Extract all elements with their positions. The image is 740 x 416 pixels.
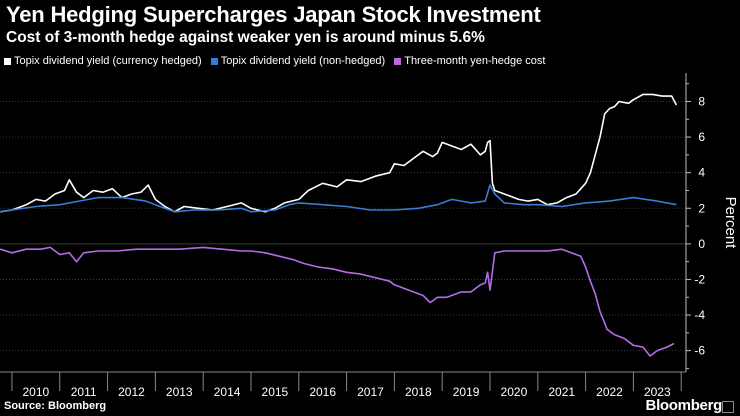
- series-cost-line: [0, 246, 675, 357]
- y-tick-label: -6: [694, 344, 705, 358]
- legend-label-hedged: Topix dividend yield (currency hedged): [14, 55, 202, 67]
- legend-swatch-hedged: [4, 57, 11, 65]
- chart-title: Yen Hedging Supercharges Japan Stock Inv…: [6, 2, 541, 27]
- x-tick-label: 2016: [309, 385, 336, 399]
- corner-box-icon: [722, 401, 734, 413]
- y-tick-label: 8: [698, 94, 705, 108]
- y-tick-label: 2: [698, 201, 705, 215]
- x-tick-label: 2015: [262, 385, 289, 399]
- legend-item-cost: Three-month yen-hedge cost: [394, 55, 545, 67]
- x-tick-label: 2012: [118, 385, 145, 399]
- x-tick-label: 2021: [548, 385, 575, 399]
- x-tick-label: 2020: [501, 385, 528, 399]
- x-tick-label: 2023: [644, 385, 671, 399]
- legend-item-hedged: Topix dividend yield (currency hedged): [4, 55, 202, 67]
- x-tick-label: 2011: [71, 385, 97, 399]
- legend-swatch-nonhedged: [210, 57, 218, 65]
- y-tick-label: 6: [698, 130, 705, 144]
- x-tick-label: 2022: [596, 385, 623, 399]
- legend-label-cost: Three-month yen-hedge cost: [404, 55, 546, 67]
- x-tick-label: 2013: [166, 385, 193, 399]
- x-tick-label: 2019: [453, 385, 480, 399]
- legend: Topix dividend yield (currency hedged) T…: [4, 55, 545, 67]
- y-tick-label: 4: [698, 166, 705, 180]
- chart-subtitle: Cost of 3-month hedge against weaker yen…: [6, 29, 485, 46]
- y-tick-label: -2: [694, 272, 705, 286]
- x-tick-label: 2014: [214, 385, 241, 399]
- source-note: Source: Bloomberg: [4, 400, 107, 412]
- x-tick-label: 2017: [357, 385, 384, 399]
- y-tick-label: -4: [694, 308, 705, 322]
- series-hedged-line: [0, 93, 678, 213]
- legend-label-nonhedged: Topix dividend yield (non-hedged): [220, 55, 386, 67]
- legend-item-nonhedged: Topix dividend yield (non-hedged): [210, 55, 386, 67]
- y-axis-label: Percent: [722, 197, 739, 250]
- series-nonhedged-line: [0, 184, 677, 213]
- x-tick-label: 2018: [405, 385, 432, 399]
- bloomberg-logo: Bloomberg: [645, 397, 723, 414]
- y-tick-label: 0: [698, 237, 705, 251]
- legend-swatch-cost: [394, 57, 402, 65]
- x-tick-label: 2010: [23, 385, 50, 399]
